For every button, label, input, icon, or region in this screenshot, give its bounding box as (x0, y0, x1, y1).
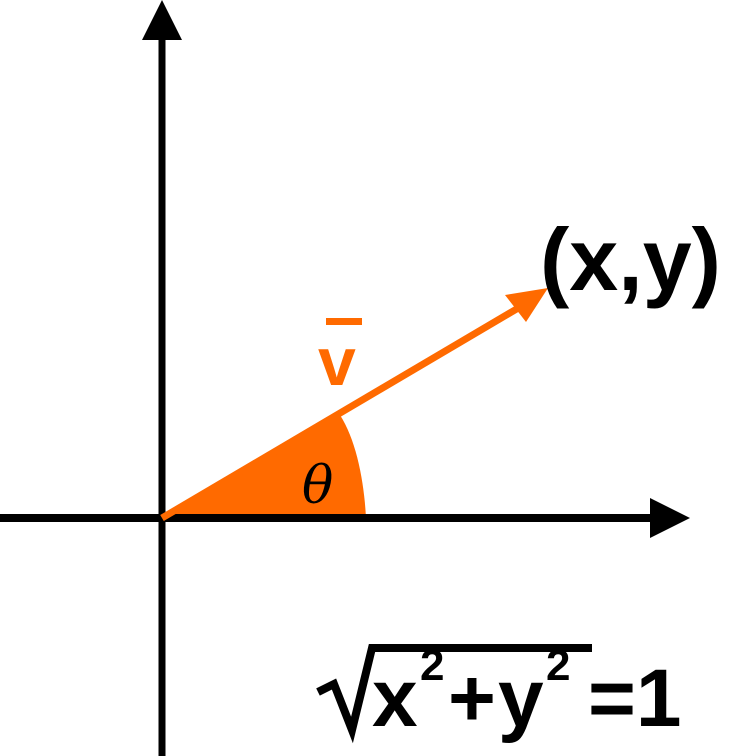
angle-wedge (162, 415, 366, 518)
vector-label: v (318, 324, 356, 400)
equation-exponent-1: 2 (420, 641, 444, 690)
vector-arrowhead (505, 288, 548, 322)
equation-exponent-2: 2 (546, 641, 570, 690)
point-label: (x,y) (540, 210, 721, 309)
vector-line (160, 303, 522, 522)
angle-label: θ (302, 456, 333, 516)
equation-plus: + (448, 653, 496, 744)
y-axis-arrowhead (142, 0, 182, 40)
x-axis-arrowhead (650, 498, 690, 538)
equation-equals-one: =1 (588, 653, 682, 744)
equation-y: y (498, 653, 544, 744)
equation-x: x (372, 653, 418, 744)
radical-sign-icon (316, 644, 592, 744)
vector-bar (326, 318, 362, 325)
